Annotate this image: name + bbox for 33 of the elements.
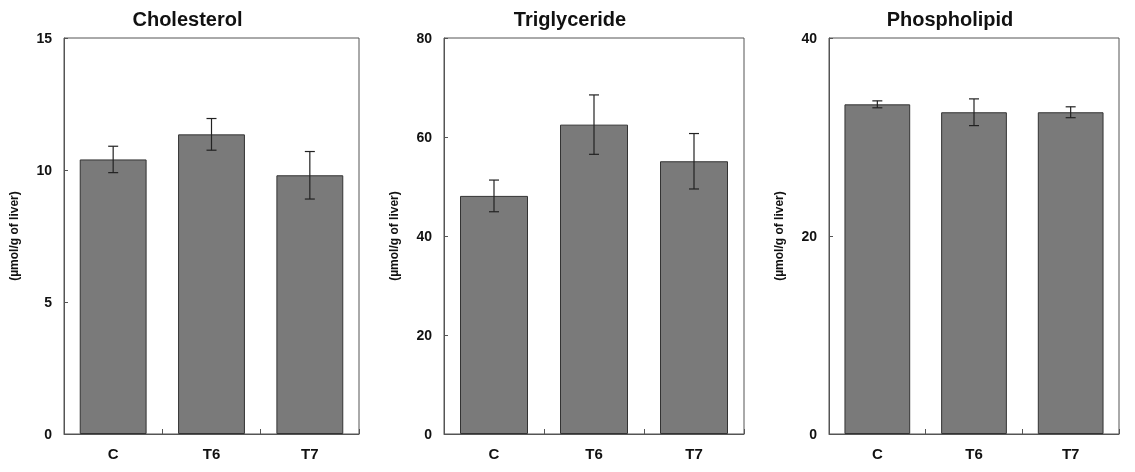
y-tick-label: 40 [801,30,818,46]
x-tick-label: C [871,445,883,462]
chart-title: Phospholipid [886,8,1014,30]
bar [460,195,528,434]
bar [178,134,245,434]
y-tick-label: 60 [416,129,433,145]
y-tick-label: 20 [416,327,433,343]
y-tick-label: 80 [416,30,433,46]
y-tick-label: 0 [809,426,818,442]
x-tick-label: C [107,445,119,462]
y-tick-label: 5 [44,294,53,310]
y-tick-label: 40 [416,228,433,244]
y-tick-label: 0 [424,426,433,442]
bar [660,161,728,434]
y-tick-label: 10 [36,162,53,178]
y-axis-title: (µmol/g of liver) [7,191,21,281]
y-axis-title: (µmol/g of liver) [387,191,401,281]
bar [79,159,147,434]
x-tick-label: T6 [585,445,603,462]
x-tick-label: T7 [685,445,703,462]
x-tick-label: T6 [202,445,221,462]
x-tick-label: T7 [301,445,319,462]
y-axis-title: (µmol/g of liver) [772,191,786,281]
y-tick-label: 15 [36,30,53,46]
bar [560,124,628,434]
y-tick-label: 0 [44,426,53,442]
x-tick-label: T6 [965,445,983,462]
chart-title: Cholesterol [132,8,243,30]
bar [276,175,344,434]
x-tick-label: C [488,445,500,462]
y-tick-label: 20 [801,228,818,244]
x-tick-label: T7 [1061,445,1080,462]
chart-title: Triglyceride [513,8,627,30]
